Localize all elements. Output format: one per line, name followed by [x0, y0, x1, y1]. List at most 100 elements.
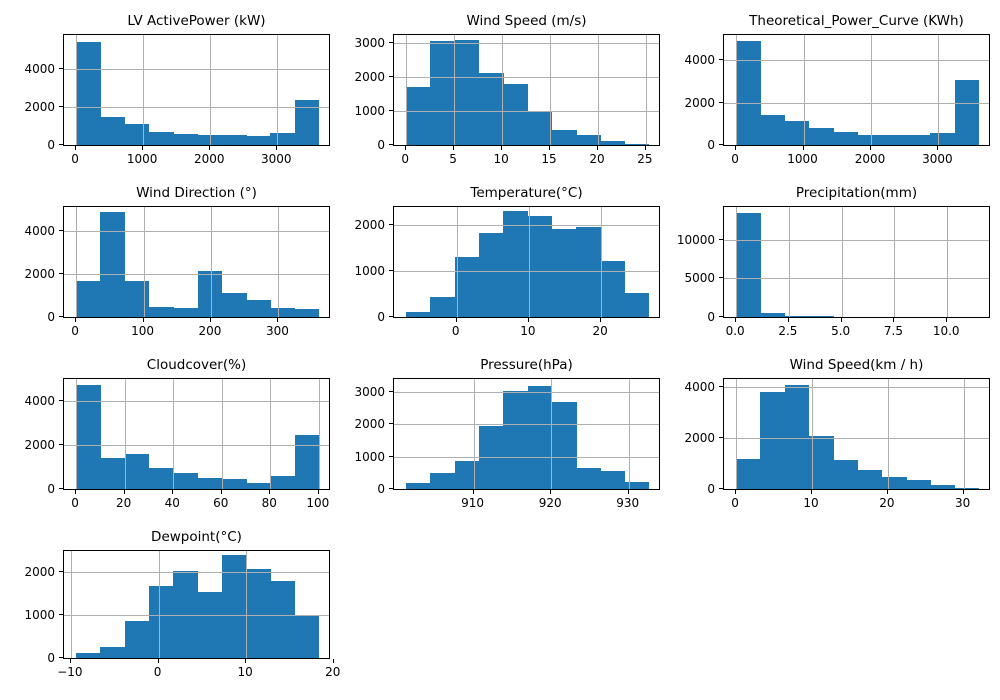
- y-tick-mark: [59, 68, 63, 70]
- x-tick-mark: [840, 318, 842, 322]
- axes-dewpoint: [63, 550, 330, 659]
- y-tick-label: 4000: [24, 394, 55, 408]
- x-tick-label: 10: [493, 152, 509, 166]
- y-tick-label: 2000: [24, 438, 55, 452]
- x-tick-label: 2.5: [778, 324, 798, 338]
- gridline: [811, 379, 813, 489]
- gridline: [64, 107, 329, 109]
- gridline: [841, 207, 843, 317]
- x-tick-mark: [527, 318, 529, 322]
- axes-wind-speed-ms: [393, 34, 660, 146]
- x-tick-label: 300: [265, 324, 289, 338]
- histogram-bar: [270, 307, 296, 317]
- y-tick-mark: [59, 444, 63, 445]
- x-tick-mark: [735, 318, 737, 322]
- histogram-bar: [100, 646, 126, 658]
- y-tick-mark: [59, 272, 63, 274]
- gridline: [394, 271, 659, 273]
- histogram-bar: [600, 471, 626, 489]
- y-tick-label: 1000: [354, 449, 385, 464]
- histogram-bar: [124, 620, 150, 658]
- histogram-bar: [881, 477, 907, 489]
- x-tick-mark: [644, 146, 646, 150]
- x-tick-mark: [269, 490, 271, 494]
- x-tick-mark: [472, 490, 474, 494]
- x-tick-mark: [810, 490, 812, 494]
- axes-cloudcover: [63, 378, 330, 490]
- gridline: [724, 386, 989, 388]
- subplot-title: Wind Speed (m/s): [466, 13, 587, 29]
- x-tick-mark: [627, 490, 629, 494]
- histogram-bar: [624, 143, 650, 145]
- histogram-bar: [784, 315, 810, 317]
- histogram-bar: [221, 134, 247, 145]
- x-tick-label: −10: [57, 665, 83, 679]
- histogram-bar: [954, 487, 980, 489]
- y-tick-mark: [389, 76, 393, 78]
- gridline: [318, 379, 320, 489]
- x-tick-label: 0: [731, 152, 739, 166]
- histogram-bar: [148, 586, 174, 658]
- gridline: [278, 207, 280, 317]
- histogram-bar: [430, 472, 456, 489]
- y-tick-label: 3000: [354, 36, 385, 51]
- histogram-bar: [221, 292, 247, 317]
- y-tick-label: 0: [707, 482, 715, 496]
- y-tick-label: 1000: [354, 104, 385, 119]
- y-tick-mark: [719, 144, 723, 145]
- histogram-bar: [406, 483, 431, 489]
- histogram-bar: [857, 470, 883, 489]
- y-tick-mark: [719, 488, 723, 489]
- x-tick-label: 0: [71, 152, 79, 166]
- histogram-bar: [527, 110, 553, 145]
- subplot-title: Wind Speed(km / h): [789, 357, 924, 373]
- gridline: [502, 35, 504, 145]
- y-tick-mark: [719, 59, 723, 61]
- gridline: [173, 379, 175, 489]
- histogram-bar: [881, 135, 907, 145]
- y-tick-mark: [719, 316, 723, 317]
- histogram-bar: [294, 435, 320, 489]
- y-tick-label: 4000: [684, 53, 715, 68]
- x-tick-mark: [735, 146, 737, 150]
- histogram-bar: [551, 228, 577, 317]
- histogram-bar: [246, 135, 271, 145]
- x-tick-label: 930: [616, 496, 640, 510]
- histogram-bar: [270, 581, 296, 658]
- histogram-bar: [833, 132, 858, 145]
- histogram-bar: [100, 212, 126, 317]
- x-tick-mark: [276, 146, 278, 150]
- gridline: [456, 207, 458, 317]
- histogram-bar: [221, 479, 247, 489]
- gridline: [76, 35, 78, 145]
- histogram-bar: [906, 479, 931, 489]
- gridline: [70, 551, 72, 658]
- x-tick-label: 0: [451, 324, 460, 338]
- x-tick-mark: [209, 146, 211, 150]
- y-tick-label: 4000: [24, 223, 55, 238]
- x-tick-label: 20: [589, 152, 605, 166]
- axes-wind-direction: [63, 206, 330, 318]
- histogram-bar: [906, 135, 931, 145]
- y-tick-label: 2000: [24, 100, 55, 115]
- gridline: [601, 207, 603, 317]
- x-tick-mark: [550, 490, 552, 494]
- histogram-bar: [221, 555, 247, 658]
- x-tick-label: 0: [401, 152, 409, 166]
- subplot-title: Wind Direction (°): [136, 185, 257, 201]
- gridline: [894, 207, 896, 317]
- histogram-bar: [624, 481, 650, 489]
- gridline: [724, 239, 989, 241]
- y-tick-label: 2000: [354, 218, 385, 233]
- x-tick-label: 920: [538, 496, 562, 510]
- histogram-bar: [197, 591, 223, 658]
- x-tick-mark: [172, 490, 174, 494]
- axes-lv-activepower: [63, 34, 330, 146]
- x-tick-mark: [600, 318, 602, 322]
- subplot-title: Cloudcover(%): [146, 357, 247, 373]
- x-tick-label: 100: [306, 496, 330, 510]
- histogram-bar: [430, 40, 456, 145]
- histogram-bar: [478, 73, 504, 145]
- x-tick-label: 2000: [854, 152, 886, 166]
